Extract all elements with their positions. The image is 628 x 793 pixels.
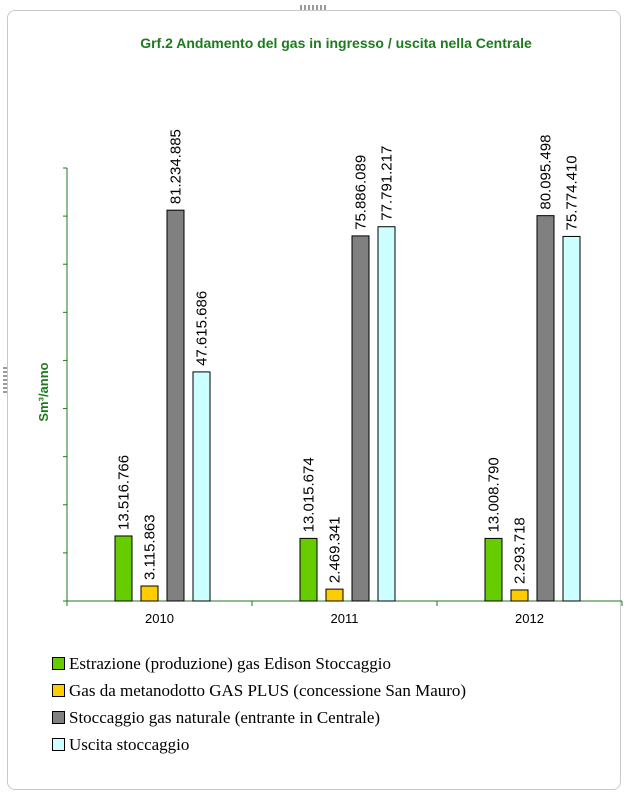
y-axis-label: Sm³/anno <box>36 362 51 421</box>
bar <box>192 371 211 602</box>
legend-swatch <box>52 711 65 724</box>
bar-chart: Grf.2 Andamento del gas in ingresso / us… <box>36 35 623 626</box>
bar <box>377 226 396 602</box>
data-label: 13.015.674 <box>301 457 318 532</box>
bar <box>299 537 318 602</box>
data-label: 75.774.410 <box>564 155 581 230</box>
resize-handle-top[interactable] <box>300 5 328 11</box>
data-label: 2.293.718 <box>512 517 529 584</box>
resize-handle-left[interactable] <box>3 365 9 393</box>
data-label: 80.095.498 <box>538 135 555 210</box>
bar <box>536 215 555 602</box>
legend-swatch <box>52 684 65 697</box>
data-label: 81.234.885 <box>168 129 185 204</box>
bars <box>114 209 581 602</box>
x-tick-label: 2011 <box>331 611 359 626</box>
data-label: 2.469.341 <box>327 516 344 583</box>
bar <box>166 209 185 602</box>
legend: Estrazione (produzione) gas Edison Stocc… <box>52 650 466 758</box>
axes <box>63 167 623 606</box>
legend-item: Gas da metanodotto GAS PLUS (concessione… <box>52 677 466 704</box>
legend-label: Estrazione (produzione) gas Edison Stocc… <box>69 653 391 673</box>
data-label: 75.886.089 <box>353 155 370 230</box>
bar <box>114 535 133 602</box>
data-label: 3.115.863 <box>142 514 159 580</box>
legend-swatch <box>52 738 65 751</box>
data-label: 77.791.217 <box>379 146 396 221</box>
chart-title: Grf.2 Andamento del gas in ingresso / us… <box>140 35 532 51</box>
legend-item: Uscita stoccaggio <box>52 731 466 758</box>
legend-item: Stoccaggio gas naturale (entrante in Cen… <box>52 704 466 731</box>
bar <box>140 585 159 602</box>
x-tick-label: 2010 <box>145 611 174 626</box>
data-label: 13.516.766 <box>116 455 133 530</box>
data-labels: 13.516.766 3.115.863 81.234.885 47.615.686 1… <box>116 129 581 584</box>
legend-label: Gas da metanodotto GAS PLUS (concessione… <box>69 680 467 700</box>
bar <box>484 537 503 602</box>
legend-swatch <box>52 657 65 670</box>
data-label: 13.008.790 <box>486 457 503 532</box>
legend-label: Stoccaggio gas naturale (entrante in Cen… <box>69 707 381 727</box>
x-tick-label: 2012 <box>515 611 544 626</box>
chart-frame <box>7 10 621 790</box>
legend-item: Estrazione (produzione) gas Edison Stocc… <box>52 650 466 677</box>
legend-label: Uscita stoccaggio <box>69 734 190 754</box>
bar <box>510 589 529 602</box>
x-tick-labels: 2010 2011 2012 <box>145 611 544 626</box>
bar <box>351 235 370 602</box>
bar <box>562 235 581 602</box>
data-label: 47.615.686 <box>194 291 211 366</box>
bar <box>325 588 344 602</box>
